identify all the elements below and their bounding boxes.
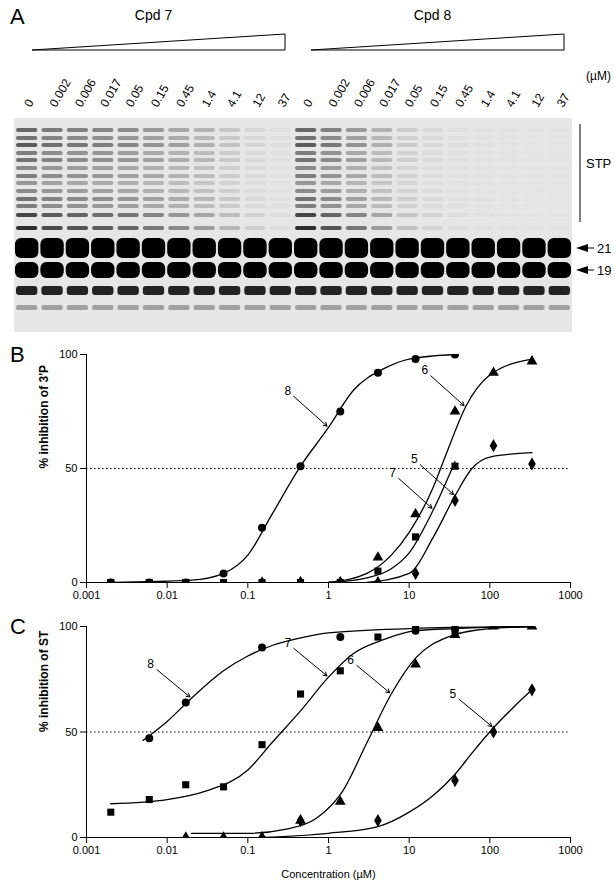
- svg-text:100: 100: [59, 348, 77, 360]
- svg-text:% inhibition of ST: % inhibition of ST: [37, 630, 51, 732]
- svg-text:(µM): (µM): [586, 69, 611, 83]
- svg-text:7: 7: [284, 636, 291, 650]
- svg-text:0.15: 0.15: [148, 82, 172, 110]
- svg-text:1: 1: [325, 844, 331, 856]
- svg-text:8: 8: [284, 384, 291, 398]
- svg-text:8: 8: [147, 657, 154, 671]
- svg-text:19: 19: [597, 263, 611, 278]
- svg-text:0: 0: [21, 96, 37, 109]
- svg-text:4.1: 4.1: [224, 88, 245, 110]
- svg-text:6: 6: [347, 653, 354, 667]
- svg-text:37: 37: [554, 91, 573, 110]
- svg-text:0: 0: [300, 96, 316, 109]
- svg-text:50: 50: [65, 726, 77, 738]
- svg-text:37: 37: [275, 91, 294, 110]
- svg-text:1000: 1000: [558, 844, 582, 856]
- svg-text:0: 0: [71, 576, 77, 588]
- svg-text:0.001: 0.001: [73, 589, 101, 601]
- svg-text:0.1: 0.1: [240, 589, 255, 601]
- svg-text:10: 10: [403, 589, 415, 601]
- svg-text:A: A: [10, 4, 25, 29]
- svg-text:21: 21: [597, 241, 611, 256]
- svg-text:0.006: 0.006: [72, 76, 99, 109]
- svg-text:0.002: 0.002: [326, 76, 353, 109]
- svg-text:0.05: 0.05: [123, 82, 147, 110]
- html-text:C: C: [10, 614, 26, 639]
- svg-text:4.1: 4.1: [503, 88, 524, 110]
- svg-text:0.05: 0.05: [402, 82, 426, 110]
- svg-text:100: 100: [59, 620, 77, 632]
- svg-text:0.45: 0.45: [173, 82, 197, 110]
- svg-text:0.002: 0.002: [47, 76, 74, 109]
- svg-text:7: 7: [389, 466, 396, 480]
- svg-text:0.45: 0.45: [452, 82, 476, 110]
- svg-text:0.006: 0.006: [351, 76, 378, 109]
- svg-text:5: 5: [449, 687, 456, 701]
- svg-text:1.4: 1.4: [478, 88, 499, 110]
- svg-text:0.017: 0.017: [376, 76, 403, 109]
- svg-text:Cpd 7: Cpd 7: [135, 7, 173, 23]
- svg-text:6: 6: [421, 363, 428, 377]
- svg-text:100: 100: [481, 844, 499, 856]
- svg-text:STP: STP: [586, 156, 611, 171]
- svg-text:0.1: 0.1: [240, 844, 255, 856]
- svg-text:0: 0: [71, 831, 77, 843]
- svg-text:1.4: 1.4: [199, 88, 220, 110]
- svg-text:0.001: 0.001: [73, 844, 101, 856]
- html-text:B: B: [10, 342, 25, 367]
- svg-text:12: 12: [249, 91, 268, 110]
- svg-text:0.01: 0.01: [156, 844, 177, 856]
- svg-text:100: 100: [481, 589, 499, 601]
- svg-text:0.15: 0.15: [427, 82, 451, 110]
- svg-text:Cpd 8: Cpd 8: [414, 7, 452, 23]
- svg-text:12: 12: [528, 91, 547, 110]
- svg-text:5: 5: [411, 452, 418, 466]
- svg-text:1: 1: [325, 589, 331, 601]
- svg-text:0.017: 0.017: [97, 76, 124, 109]
- svg-text:10: 10: [403, 844, 415, 856]
- svg-text:% inhibition of 3'P: % inhibition of 3'P: [37, 365, 51, 469]
- svg-text:Concentration (µM): Concentration (µM): [281, 868, 375, 880]
- svg-text:1000: 1000: [558, 589, 582, 601]
- svg-text:0.01: 0.01: [156, 589, 177, 601]
- svg-text:50: 50: [65, 462, 77, 474]
